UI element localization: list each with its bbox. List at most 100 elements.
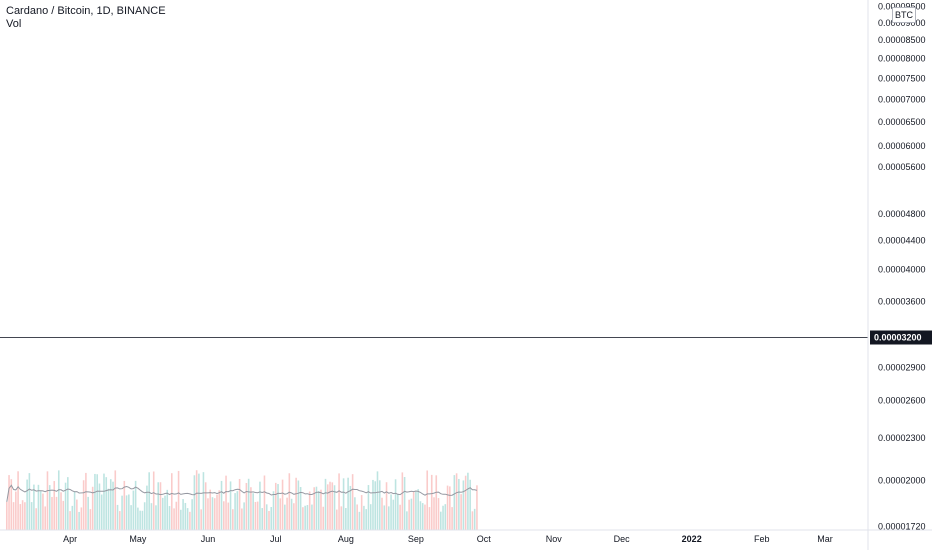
volume-bar [195, 470, 198, 530]
volume-bar [109, 479, 112, 530]
volume-bar [336, 509, 338, 530]
volume-bar [39, 491, 42, 530]
time-tick-label: Mar [817, 534, 833, 544]
volume-bar [284, 504, 286, 530]
volume-bar [85, 472, 87, 530]
volume-bar [80, 507, 83, 530]
volume-bar [476, 485, 478, 530]
volume-bar [119, 511, 121, 530]
volume-bar [87, 496, 89, 530]
time-tick-label: Oct [477, 534, 492, 544]
price-tick-label: 0.00007000 [878, 94, 926, 104]
volume-bar [424, 504, 426, 530]
volume-bar [381, 497, 383, 530]
volume-bar [96, 474, 98, 530]
volume-bar [218, 490, 221, 530]
volume-bar [186, 508, 189, 530]
volume-bar [64, 482, 67, 530]
volume-bar [394, 479, 397, 530]
volume-bar [130, 505, 132, 530]
volume-bar [288, 473, 291, 530]
volume-label: Vol [6, 18, 22, 30]
volume-bar [324, 478, 327, 530]
volume-bar [455, 473, 458, 530]
volume-bar [107, 488, 110, 530]
volume-bar [412, 491, 415, 530]
volume-bar [299, 487, 302, 530]
price-tick-label: 0.00008000 [878, 54, 926, 64]
volume-bar [161, 497, 164, 530]
volume-bar [259, 481, 261, 530]
volume-bar [103, 473, 105, 530]
volume-bar [15, 491, 17, 530]
time-tick-label: Nov [546, 534, 563, 544]
price-tick-label: 0.00007500 [878, 73, 926, 83]
time-tick-label: Apr [63, 534, 77, 544]
volume-bar [100, 494, 103, 530]
volume-bar [247, 478, 250, 530]
volume-bar [265, 504, 268, 530]
volume-bar [166, 489, 169, 530]
volume-bar [399, 504, 401, 530]
volume-bar [78, 511, 80, 530]
time-tick-label: 2022 [682, 534, 702, 544]
volume-bar [426, 470, 429, 530]
volume-bar [98, 483, 101, 530]
volume-bar [338, 473, 340, 530]
volume-bar [180, 509, 182, 530]
price-tick-label: 0.00002600 [878, 396, 926, 406]
volume-bar [274, 482, 277, 530]
time-axis[interactable]: Apr May Jun Jul Aug Sep Oct Nov Dec 2022 Feb Mar [0, 529, 932, 544]
time-tick-label: Jun [201, 534, 216, 544]
volume-bar [315, 486, 318, 530]
volume-bar [383, 505, 386, 530]
volume-bar [351, 474, 354, 530]
volume-bar [390, 494, 392, 530]
volume-bar [53, 481, 56, 530]
volume-bar [281, 479, 284, 530]
time-tick-label: May [129, 534, 147, 544]
volume-bar [175, 501, 178, 530]
volume-bar [17, 471, 19, 530]
volume-bar [148, 472, 150, 530]
volume-bar [406, 511, 408, 530]
volume-bar [449, 486, 451, 530]
volume-bar [232, 509, 234, 530]
volume-bar [369, 504, 372, 530]
volume-bar [116, 504, 119, 530]
volume-bar [320, 489, 322, 530]
price-tick-label: 0.00006000 [878, 141, 926, 151]
volume-bar [143, 502, 146, 530]
volume-bar [132, 490, 135, 530]
volume-bar [168, 506, 171, 530]
volume-bar [62, 500, 65, 530]
volume-bar [293, 503, 295, 530]
volume-bar [392, 499, 395, 530]
volume-bar [57, 470, 60, 530]
currency-badge[interactable]: BTC [892, 7, 916, 23]
volume-bar [250, 487, 252, 530]
price-tick-label: 0.00009500 [878, 1, 926, 11]
volume-bar [19, 504, 22, 530]
price-tick-label: 0.00004800 [878, 209, 926, 219]
volume-bar [403, 477, 406, 530]
volume-bar [428, 507, 431, 530]
legend-box: Cardano / Bitcoin, 1D, BINANCE Vol [6, 5, 166, 31]
price-axis[interactable]: 0.000095000.000090000.000085000.00008000… [867, 0, 926, 550]
volume-bar [204, 482, 207, 530]
volume-bar [112, 481, 114, 530]
volume-bar [37, 484, 40, 530]
volume-bar [114, 470, 117, 530]
volume-bar [105, 477, 108, 530]
volume-bar [123, 480, 126, 530]
volume-bar [277, 484, 279, 530]
volume-bar [60, 492, 62, 530]
volume-layer [5, 470, 478, 530]
volume-bar [308, 491, 311, 530]
volume-bar [222, 501, 225, 530]
volume-bar [28, 473, 31, 530]
volume-ma-line [6, 484, 478, 502]
volume-bar [71, 505, 74, 530]
